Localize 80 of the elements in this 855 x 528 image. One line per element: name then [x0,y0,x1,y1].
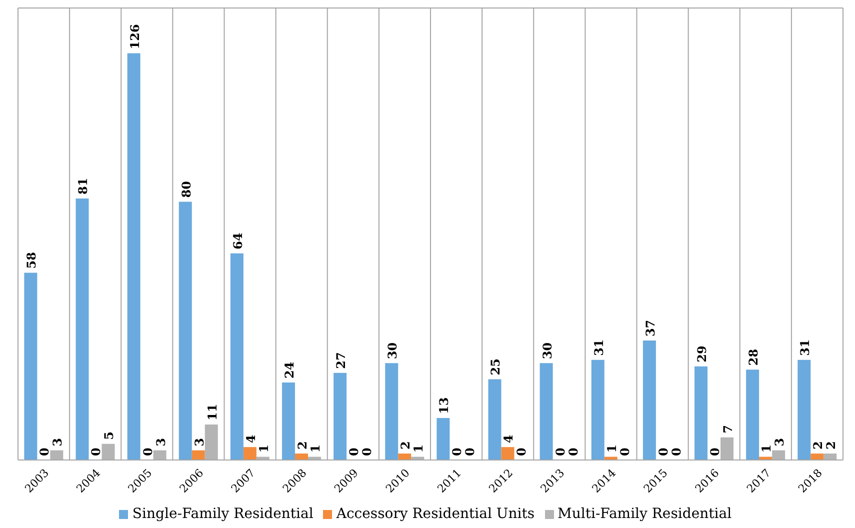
bar [398,454,412,460]
data-label: 25 [488,358,503,376]
data-label: 30 [386,342,400,360]
data-label: 1 [308,444,322,453]
bar [642,340,656,460]
data-label: 0 [347,448,362,456]
data-label: 3 [154,438,168,446]
data-label: 1 [256,444,271,453]
data-label: 1 [412,444,426,453]
data-label: 29 [695,346,709,362]
bar [591,360,604,460]
bar [540,363,553,460]
bar [178,202,192,460]
data-label: 58 [24,252,39,269]
data-label: 0 [553,448,568,456]
data-label: 1 [760,444,774,453]
bar [24,272,38,460]
data-label: 13 [437,397,452,414]
data-label: 80 [179,181,194,198]
bar [824,454,837,460]
bar [488,379,502,460]
data-label: 0 [360,448,374,456]
data-label: 0 [708,448,722,456]
bar [694,366,708,460]
bar [385,363,398,460]
data-label: 4 [244,434,258,444]
bar [334,372,347,460]
legend-label: Multi-Family Residential [558,506,732,522]
bar [153,450,166,460]
data-label: 0 [514,448,529,456]
bar [772,450,786,460]
bar [76,198,89,460]
data-label: 2 [824,441,838,450]
legend-label: Accessory Residential Units [336,506,535,522]
data-label: 0 [669,448,684,456]
data-label: 0 [140,448,155,456]
bar [192,450,205,460]
data-label: 5 [102,432,116,440]
data-label: 31 [798,339,812,356]
bar [282,382,295,460]
bar [243,447,256,460]
data-label: 0 [38,448,52,456]
data-label: 2 [811,441,826,450]
data-label: 11 [205,404,220,420]
bar [720,437,734,460]
bar [127,53,140,460]
data-label: 0 [566,448,580,456]
data-label: 126 [128,24,142,50]
bar [810,454,824,460]
data-label: 31 [592,339,606,356]
data-label: 64 [230,232,245,250]
data-label: 30 [540,342,554,360]
bar [436,418,450,460]
bar [50,450,64,460]
data-label: 28 [746,348,761,366]
data-label: 4 [502,434,516,444]
data-label: 0 [463,448,478,456]
data-label: 3 [772,438,787,446]
bar [798,360,811,460]
data-label: 1 [604,444,619,453]
data-label: 27 [334,352,348,369]
bar [295,454,308,460]
data-label: 3 [50,438,65,446]
bar [501,447,514,460]
data-label: 37 [643,320,658,337]
bar [102,444,115,460]
data-label: 0 [450,448,464,456]
data-label: 2 [398,441,413,450]
data-label: 7 [721,425,735,434]
bar [230,253,244,460]
data-label: 0 [618,448,632,456]
data-label: 24 [282,362,296,379]
legend-label: Single-Family Residential [132,506,314,522]
bar [746,370,760,460]
data-label: 81 [76,178,90,194]
data-label: 0 [89,448,104,456]
data-label: 2 [296,441,310,450]
bar [204,424,218,460]
data-label: 3 [192,438,206,446]
data-label: 0 [656,448,670,456]
